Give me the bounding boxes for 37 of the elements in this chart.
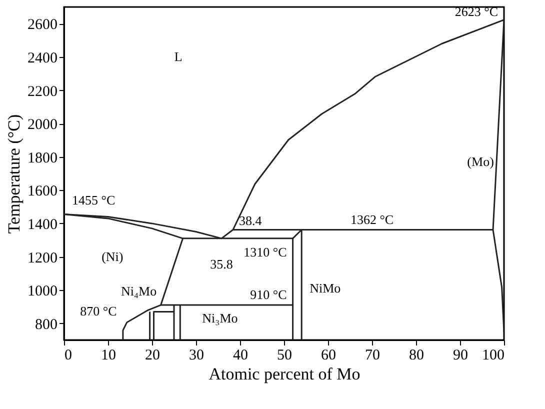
annotation: (Ni): [102, 248, 124, 264]
x-tick-label: 20: [145, 348, 160, 364]
annotation: 870 °C: [80, 304, 117, 319]
y-tick-label: 1400: [28, 216, 58, 233]
x-tick-label: 60: [321, 348, 336, 364]
annotation: (Mo): [467, 154, 494, 170]
y-tick-label: 1800: [28, 150, 58, 166]
annotation: 1310 °C: [244, 244, 287, 260]
y-tick-label: 2000: [28, 117, 58, 134]
x-tick-label: 50: [277, 348, 292, 364]
annotation: 1362 °C: [350, 212, 394, 227]
x-axis-title: Atomic percent of Mo: [208, 364, 360, 384]
x-tick-label: 0: [64, 348, 72, 364]
y-tick-label: 2600: [28, 17, 58, 34]
annotation: 2623 °C: [454, 4, 498, 19]
x-tick-label: 40: [233, 348, 248, 364]
y-tick-label: 2400: [28, 50, 58, 66]
annotation: Ni₄Mo: [121, 284, 157, 299]
x-tick-label: 70: [365, 348, 380, 364]
annotation: 910 °C: [250, 287, 287, 302]
y-tick-label: 2200: [28, 84, 58, 100]
y-tick-label: 1600: [28, 184, 58, 200]
annotation: L: [174, 48, 182, 64]
x-tick-label: 90: [453, 348, 468, 364]
annotation: 38.4: [238, 212, 262, 228]
y-tick-label: 1200: [28, 250, 58, 266]
x-tick-label: 30: [189, 348, 204, 364]
y-tick-label: 1000: [28, 284, 58, 300]
annotation: 35.8: [210, 256, 233, 272]
annotation: NiMo: [310, 280, 341, 296]
x-tick-label: 80: [409, 348, 424, 364]
x-tick-label: 10: [101, 348, 116, 364]
annotation: Ni₃Mo: [202, 310, 238, 326]
x-tick-label: 100: [482, 348, 504, 364]
y-axis-title: Temperature (°C): [4, 114, 24, 234]
y-tick-label: 800: [35, 316, 58, 333]
annotation: 1455 °C: [72, 192, 116, 208]
